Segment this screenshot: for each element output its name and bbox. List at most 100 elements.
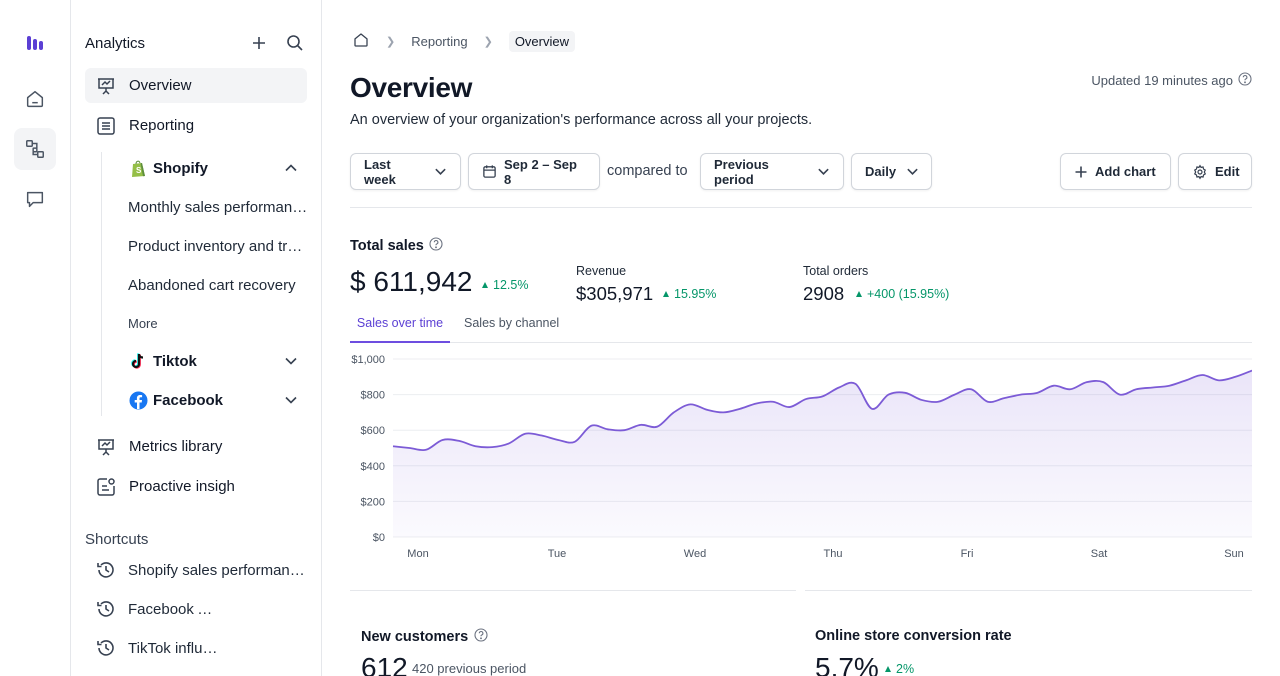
sidebar-header: Analytics: [85, 28, 310, 58]
breadcrumb: ❯ Reporting ❯ Overview: [352, 30, 575, 52]
x-tick-label: Thu: [824, 548, 843, 560]
x-tick-label: Fri: [961, 548, 974, 560]
chart-tabs: Sales over time Sales by channel: [350, 313, 1252, 343]
help-icon[interactable]: [1238, 72, 1252, 89]
help-icon[interactable]: [429, 237, 443, 255]
y-tick-label: $0: [373, 532, 385, 544]
breadcrumb-link[interactable]: Reporting: [411, 33, 468, 49]
analytics-icon: [26, 140, 44, 158]
x-tick-label: Mon: [407, 548, 428, 560]
group-label: Shopify: [153, 159, 208, 177]
up-arrow-icon: [856, 291, 862, 297]
sidebar-group-shopify[interactable]: S Shopify: [128, 155, 308, 181]
chevron-up-icon[interactable]: [282, 159, 300, 177]
shortcut-item[interactable]: Facebook Ads: [95, 597, 305, 621]
calendar-icon: [482, 164, 497, 179]
tab-sales-by-channel[interactable]: Sales by channel: [464, 316, 560, 330]
x-tick-label: Tue: [548, 548, 567, 560]
conversion-rate-delta: 2%: [885, 662, 914, 676]
sidebar-group-facebook[interactable]: Facebook: [128, 387, 308, 413]
home-icon: [26, 90, 44, 108]
breadcrumb-current: Overview: [508, 30, 575, 52]
chevron-down-icon[interactable]: [282, 391, 300, 409]
report-link-abandoned-cart[interactable]: Abandoned cart recovery: [128, 277, 296, 294]
up-arrow-icon: [885, 666, 891, 672]
revenue-label: Revenue: [576, 264, 627, 278]
group-label: Facebook: [153, 391, 224, 409]
button-label: Edit: [1215, 164, 1240, 179]
date-picker-button[interactable]: Sep 2 – Sep 8: [468, 153, 600, 190]
y-tick-label: $1,000: [351, 354, 385, 366]
conversion-rate-value: 5.7%: [815, 652, 879, 676]
sidebar-group-tiktok[interactable]: Tiktok: [128, 348, 308, 374]
plus-icon: [1074, 165, 1088, 179]
report-list-icon: [95, 115, 117, 137]
tiktok-icon: [128, 351, 148, 371]
icon-rail: [0, 0, 71, 676]
breadcrumb-home-icon[interactable]: [352, 31, 370, 52]
sidebar-item-proactive-insights[interactable]: Proactive insigh: [85, 469, 307, 504]
sales-series-line[interactable]: [392, 369, 1252, 452]
revenue-delta: 15.95%: [663, 287, 716, 301]
page-description: An overview of your organization's perfo…: [350, 112, 813, 128]
orders-label: Total orders: [803, 264, 869, 278]
sidebar-title: Analytics: [85, 34, 146, 52]
breadcrumb-separator-icon: ❯: [386, 35, 396, 48]
tab-sales-over-time[interactable]: Sales over time: [350, 313, 450, 343]
granularity-dropdown[interactable]: Daily: [851, 153, 932, 190]
group-label: Tiktok: [153, 352, 197, 370]
rail-analytics-button[interactable]: [14, 128, 56, 170]
orders-value: 2908: [803, 283, 845, 304]
total-sales-title: Total sales: [350, 237, 443, 255]
chevron-down-icon: [906, 165, 919, 178]
sales-over-time-chart: $0 $200 $400 $600 $800 $1,000 Mon Tue Wed Thu Fri S…: [351, 354, 1252, 560]
sidebar-item-overview[interactable]: Overview: [85, 68, 307, 103]
card-divider: [805, 590, 1252, 591]
rail-home-button[interactable]: [14, 78, 56, 120]
insight-note-icon: [95, 476, 117, 498]
main-content: ❯ Reporting ❯ Overview Updated 19 minute…: [322, 0, 1280, 676]
edit-button[interactable]: Edit: [1178, 153, 1252, 190]
sidebar-item-reporting[interactable]: Reporting: [85, 108, 307, 143]
sales-area-fill: [393, 370, 1252, 537]
history-icon: [95, 559, 117, 581]
date-range-dropdown[interactable]: Last week: [350, 153, 461, 190]
comparison-dropdown[interactable]: Previous period: [700, 153, 844, 190]
sidebar: Analytics Overview Reporting S Shopify M…: [71, 0, 322, 676]
shortcut-label: Facebook Ads: [128, 600, 220, 618]
y-tick-label: $200: [361, 496, 385, 508]
orders-delta: +400 (15.95%): [856, 287, 949, 301]
shortcut-item[interactable]: Shopify sales performance: [95, 558, 305, 582]
search-icon[interactable]: [280, 28, 310, 58]
report-link-product-inventory[interactable]: Product inventory and trends: [128, 238, 308, 255]
chat-icon: [26, 191, 44, 208]
more-link[interactable]: More: [128, 316, 158, 331]
help-icon[interactable]: [474, 628, 488, 646]
last-updated-text: Updated 19 minutes ago: [1091, 73, 1233, 88]
chevron-down-icon[interactable]: [282, 352, 300, 370]
dropdown-value: Previous period: [714, 156, 769, 187]
rail-messages-button[interactable]: [14, 178, 56, 220]
total-sales-delta: 12.5%: [482, 278, 528, 292]
x-tick-label: Sat: [1091, 548, 1108, 560]
toolbar-divider: [350, 207, 1252, 208]
tree-guide-line: [101, 152, 102, 416]
x-tick-label: Wed: [684, 548, 706, 560]
chevron-down-icon: [434, 165, 447, 178]
add-chart-button[interactable]: Add chart: [1060, 153, 1171, 190]
breadcrumb-separator-icon: ❯: [483, 35, 493, 48]
up-arrow-icon: [482, 282, 488, 288]
history-icon: [95, 637, 117, 659]
shopify-icon: S: [128, 158, 148, 178]
shortcut-item[interactable]: TikTok influencers: [95, 636, 305, 660]
presentation-icon: [95, 436, 117, 458]
sidebar-item-label: Reporting: [129, 117, 195, 134]
svg-text:S: S: [136, 166, 142, 175]
add-icon[interactable]: [244, 28, 274, 58]
app-logo-icon[interactable]: [25, 33, 45, 58]
history-icon: [95, 598, 117, 620]
x-tick-label: Sun: [1224, 548, 1244, 560]
sidebar-item-metrics-library[interactable]: Metrics library: [85, 429, 307, 464]
report-link-monthly-sales[interactable]: Monthly sales performance: [128, 199, 308, 216]
new-customers-title: New customers: [361, 628, 488, 646]
